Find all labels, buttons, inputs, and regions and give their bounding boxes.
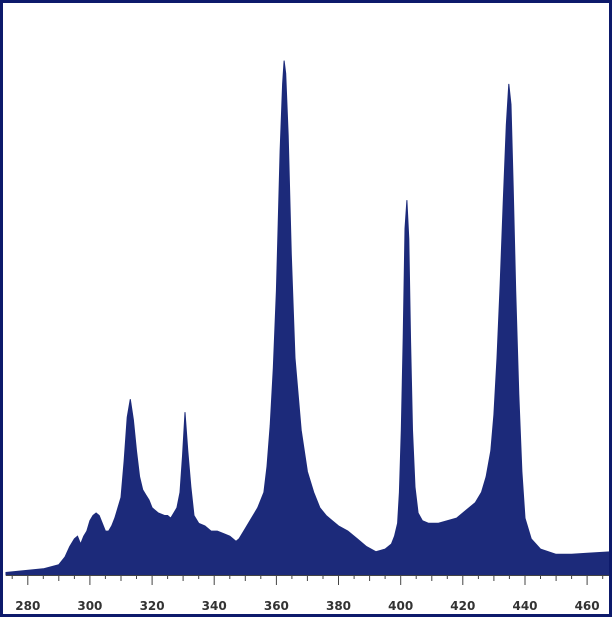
x-tick-label: 340 — [202, 599, 227, 613]
x-tick-label: 460 — [575, 599, 600, 613]
x-tick-label: 380 — [326, 599, 351, 613]
spectrum-area — [5, 60, 612, 576]
x-tick-label: 300 — [77, 599, 102, 613]
x-tick-label: 360 — [264, 599, 289, 613]
x-tick-label: 320 — [140, 599, 165, 613]
x-tick-label: 280 — [15, 599, 40, 613]
x-axis-tick-labels: 280 300 320 340 360 380 400 420 440 460 — [15, 599, 599, 613]
x-tick-label: 420 — [450, 599, 475, 613]
x-tick-label: 440 — [512, 599, 537, 613]
x-axis-ticks — [11, 575, 604, 585]
x-tick-label: 400 — [388, 599, 413, 613]
